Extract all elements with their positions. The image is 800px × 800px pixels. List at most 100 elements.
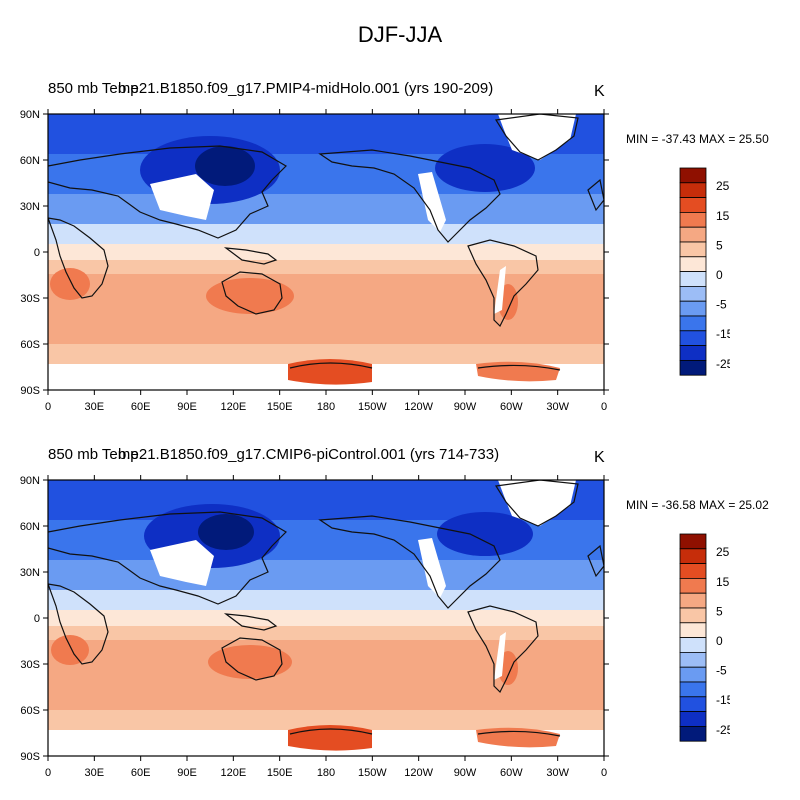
field-band-south-ocean	[48, 344, 604, 364]
field-band-equator	[48, 244, 604, 260]
lon-tick-label: 30W	[546, 401, 569, 410]
colorbar-label: 5	[716, 604, 723, 618]
lon-tick-label: 150W	[358, 401, 387, 410]
lat-tick-label: 90N	[20, 109, 40, 121]
field-band-south-mid	[48, 640, 604, 710]
colorbar-box	[679, 578, 707, 594]
coast-africa	[48, 217, 109, 299]
africa-warm-core	[51, 635, 89, 665]
asia-coldest-core	[198, 514, 254, 550]
map-panel-1: 90N 60N 30N 0 30S 60S 90S 0 30E 60E 90E 120E 150E 18…	[0, 70, 800, 410]
field-band-south-ocean	[48, 710, 604, 730]
andes-mask	[494, 632, 506, 680]
colorbar-labels: 25 15 5 0 -5 -15 -25	[716, 545, 730, 737]
coast-south-america	[467, 239, 539, 328]
lat-tick-label: 90S	[20, 385, 40, 397]
colorbar-label: -25	[716, 723, 730, 737]
lat-tick-label: 60N	[20, 521, 40, 533]
lon-tick-label: 0	[601, 401, 607, 410]
coast-maritime-continent	[223, 613, 278, 631]
map-field	[48, 480, 604, 756]
lon-tick-label: 90W	[454, 767, 477, 776]
coast-greenland	[494, 114, 579, 161]
lat-tick-label: 30N	[20, 201, 40, 213]
colorbar-box	[679, 607, 707, 624]
lat-tick-label: 90S	[20, 751, 40, 763]
colorbar-label: 15	[716, 575, 730, 589]
lat-tick-label: 30S	[20, 659, 40, 671]
colorbar-box	[679, 359, 707, 376]
colorbar-box	[679, 286, 707, 302]
colorbar-boxes	[679, 533, 707, 742]
colorbar-label: 0	[716, 634, 723, 648]
colorbar-box	[679, 533, 707, 550]
coast-australia	[221, 637, 283, 681]
colorbar-box	[679, 330, 707, 347]
lon-tick-label: 90W	[454, 401, 477, 410]
lon-tick-label: 60E	[131, 767, 151, 776]
lon-tick-label: 120E	[220, 401, 246, 410]
colorbar-box	[679, 197, 707, 213]
lon-tick-label: 90E	[177, 767, 197, 776]
lat-tick-label: 0	[34, 613, 40, 625]
coast-maritime-continent	[223, 247, 278, 265]
lon-tick-label: 150W	[358, 767, 387, 776]
coast-africa	[48, 583, 109, 665]
australia-warm-core	[208, 645, 292, 679]
colorbar-box	[679, 652, 707, 668]
coast-europe-west	[587, 178, 604, 212]
coast-europe-west	[587, 544, 604, 578]
andes-mask	[494, 266, 506, 314]
panel-1-units-label: K	[594, 83, 605, 100]
colorbar-2: 25 15 5 0 -5 -15 -25	[679, 533, 730, 742]
coastlines	[48, 480, 604, 737]
coast-south-america	[467, 605, 539, 694]
field-band-tropics-north	[48, 224, 604, 244]
lon-tick-label: 30W	[546, 767, 569, 776]
colorbar-box	[679, 681, 707, 698]
map-plot: 90N 60N 30N 0 30S 60S 90S 0 30E 60E 90E 120E 150E 18…	[20, 475, 609, 776]
colorbar-box	[679, 271, 707, 287]
colorbar-label: 25	[716, 179, 730, 193]
ross-sea-warm	[288, 725, 372, 751]
field-band-subtropics	[48, 194, 604, 224]
map-plot: 90N 60N 30N 0 30S 60S 90S 0 30E 60E 90E 120E 150E 18…	[20, 109, 609, 410]
lon-tick-label: 0	[45, 401, 51, 410]
colorbar-label: -5	[716, 664, 727, 678]
america-cold-core	[437, 512, 533, 556]
lon-tick-label: 30E	[85, 401, 105, 410]
coast-greenland	[494, 480, 579, 527]
lon-tick-label: 120E	[220, 767, 246, 776]
field-band-tropics-south	[48, 626, 604, 640]
colorbar-box	[679, 256, 707, 273]
africa-warm-core	[50, 268, 90, 300]
coast-australia	[221, 271, 283, 315]
colorbar-box	[679, 241, 707, 258]
colorbar-box	[679, 563, 707, 579]
lon-tick-label: 0	[601, 767, 607, 776]
coastlines	[48, 114, 604, 371]
lon-tick-label: 60E	[131, 401, 151, 410]
lat-tick-label: 60N	[20, 155, 40, 167]
field-band-tropics-north	[48, 590, 604, 610]
field-band-tropics-south	[48, 260, 604, 274]
colorbar-labels: 25 15 5 0 -5 -15 -25	[716, 179, 730, 371]
lon-tick-label: 150E	[267, 401, 293, 410]
lon-tick-label: 30E	[85, 767, 105, 776]
lat-tick-label: 60S	[20, 339, 40, 351]
colorbar-box	[679, 666, 707, 683]
lon-tick-label: 60W	[500, 401, 523, 410]
lon-tick-label: 120W	[404, 401, 433, 410]
lon-tick-label: 60W	[500, 767, 523, 776]
map-field	[48, 114, 604, 390]
panel-2-units-label: K	[594, 449, 605, 466]
colorbar-box	[679, 725, 707, 742]
colorbar-label: -25	[716, 357, 730, 371]
lat-tick-label: 90N	[20, 475, 40, 487]
panel-1-case-label: b.e21.B1850.f09_g17.PMIP4-midHolo.001 (y…	[118, 80, 494, 97]
colorbar-1: 25 15 5 0 -5 -15 -25	[679, 167, 730, 376]
tibet-mask	[150, 540, 214, 586]
lon-tick-label: 90E	[177, 401, 197, 410]
colorbar-box	[679, 696, 707, 713]
colorbar-boxes	[679, 167, 707, 376]
